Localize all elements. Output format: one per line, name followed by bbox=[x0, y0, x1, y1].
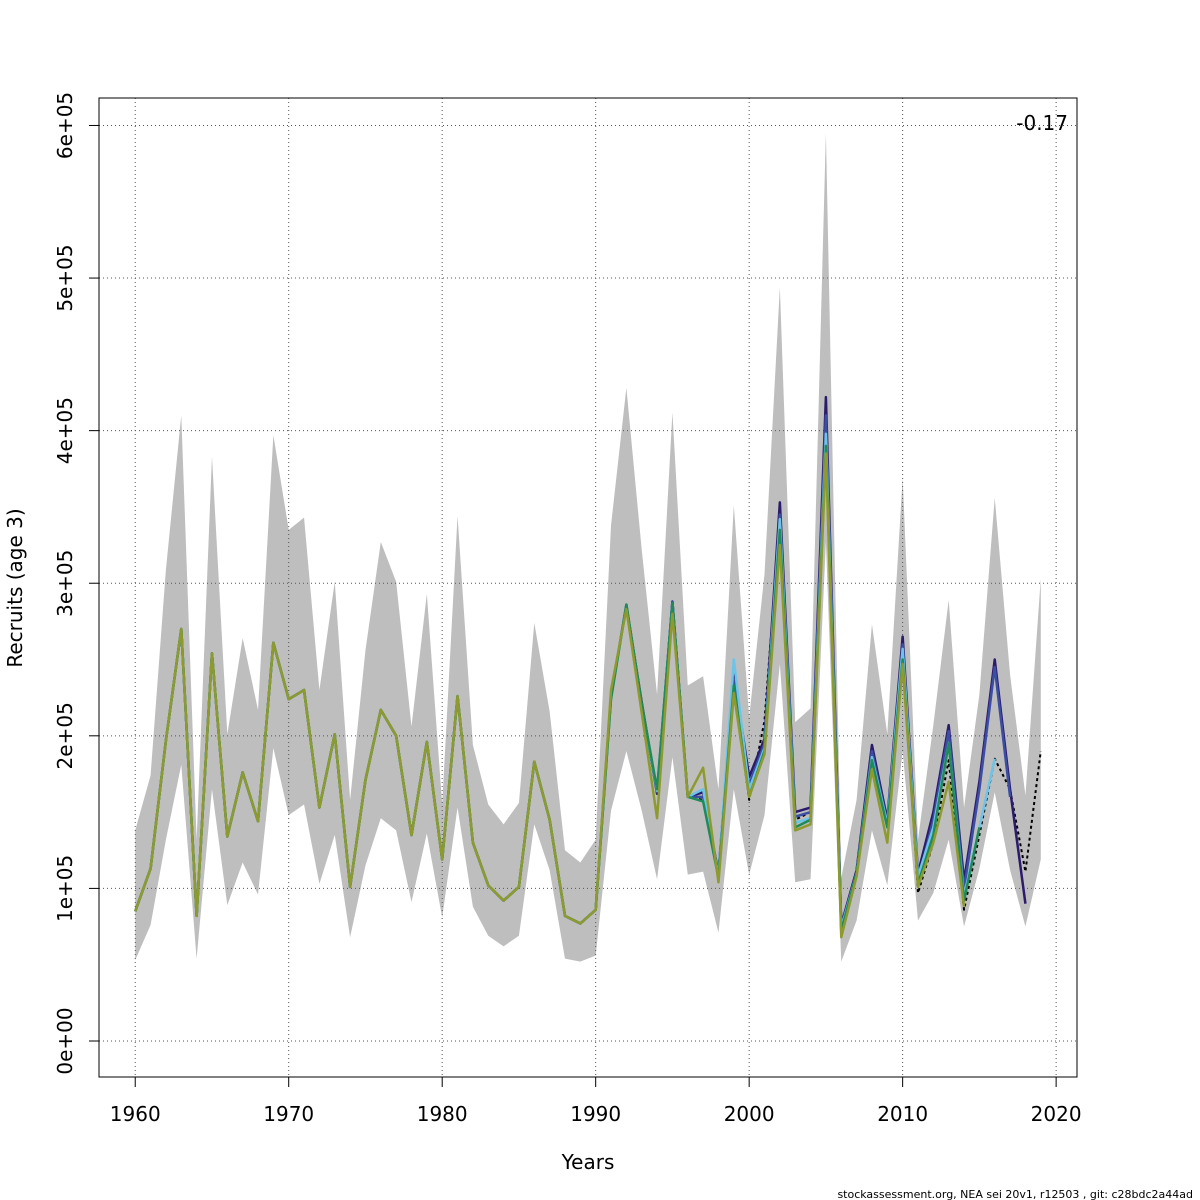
x-tick-label: 2020 bbox=[1031, 1102, 1082, 1126]
y-tick-label: 5e+05 bbox=[53, 244, 77, 311]
x-axis-label: Years bbox=[561, 1150, 615, 1174]
y-tick-label: 2e+05 bbox=[53, 702, 77, 769]
x-tick-label: 1990 bbox=[570, 1102, 621, 1126]
series-line bbox=[134, 452, 966, 939]
x-tick-label: 1970 bbox=[263, 1102, 314, 1126]
y-axis-label: Recruits (age 3) bbox=[3, 508, 27, 667]
x-tick-label: 1960 bbox=[110, 1102, 161, 1126]
y-tick-label: 3e+05 bbox=[53, 550, 77, 617]
x-tick-label: 1980 bbox=[417, 1102, 468, 1126]
x-tick-label: 2000 bbox=[724, 1102, 775, 1126]
x-tick-label: 2010 bbox=[877, 1102, 928, 1126]
annotation: -0.17 bbox=[1016, 111, 1068, 135]
y-tick-label: 0e+00 bbox=[53, 1007, 77, 1074]
y-tick-label: 6e+05 bbox=[53, 92, 77, 159]
y-tick-label: 4e+05 bbox=[53, 397, 77, 464]
footer: stockassessment.org, NEA sei 20v1, r1250… bbox=[837, 1188, 1193, 1200]
y-tick-label: 1e+05 bbox=[53, 855, 77, 922]
plot-frame bbox=[98, 97, 1078, 1078]
